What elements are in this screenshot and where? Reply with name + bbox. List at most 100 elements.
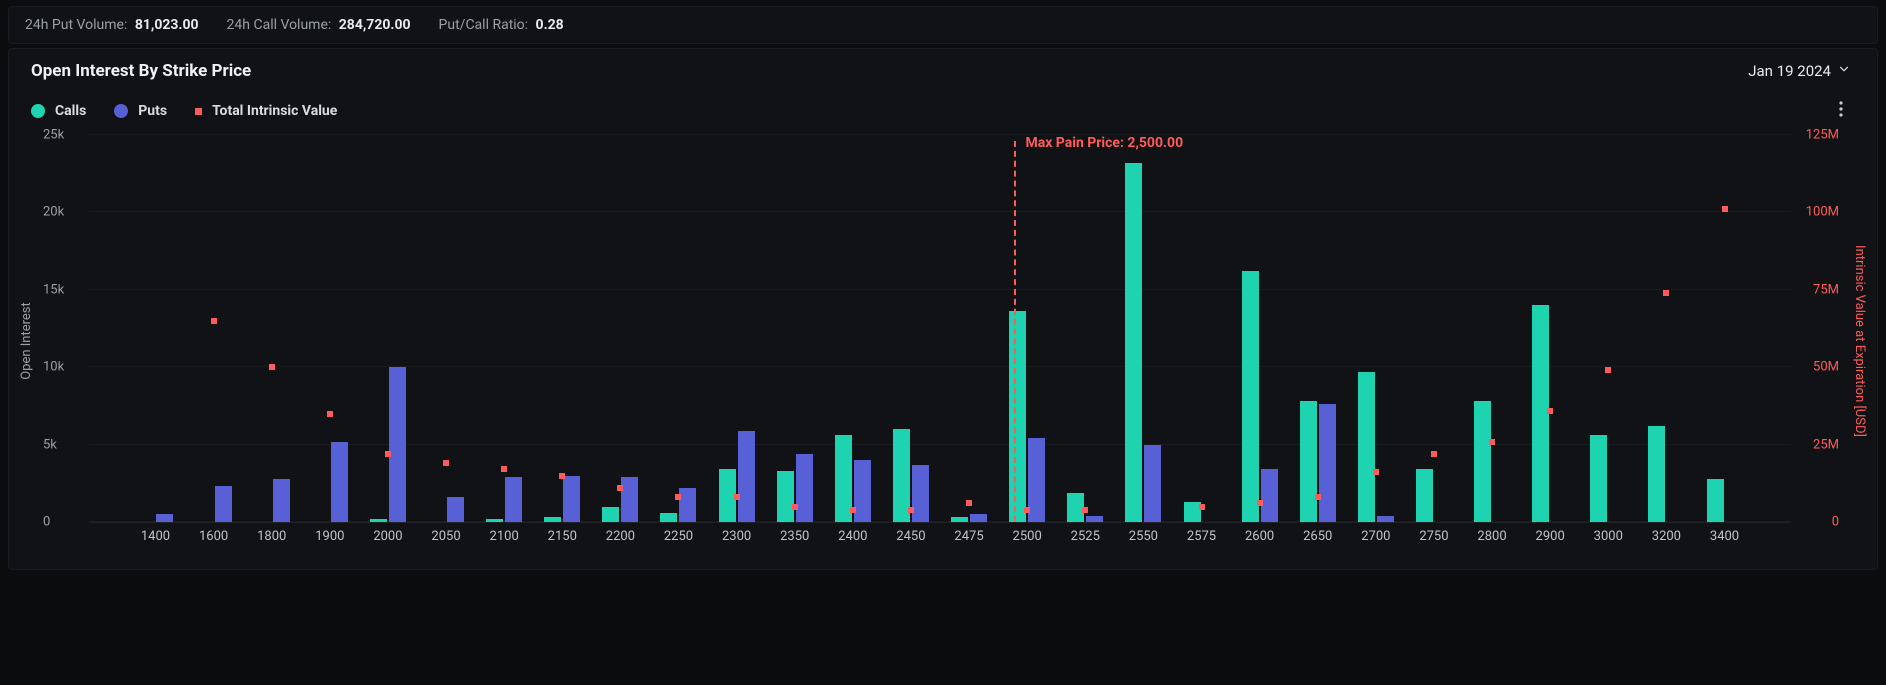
intrinsic-point[interactable]	[559, 473, 565, 479]
puts-bar[interactable]	[389, 367, 406, 522]
calls-bar[interactable]	[602, 507, 619, 522]
bar-group	[254, 479, 290, 522]
calls-bar[interactable]	[1707, 479, 1724, 522]
intrinsic-point[interactable]	[1257, 500, 1263, 506]
legend-intrinsic[interactable]: Total Intrinsic Value	[195, 103, 337, 119]
intrinsic-point[interactable]	[1024, 507, 1030, 513]
puts-bar[interactable]	[331, 442, 348, 522]
chart-menu-button[interactable]	[1831, 97, 1851, 125]
puts-bar[interactable]	[679, 488, 696, 522]
puts-bar[interactable]	[912, 465, 929, 522]
calls-bar[interactable]	[1474, 401, 1491, 522]
intrinsic-point[interactable]	[501, 466, 507, 472]
bar-group	[1707, 479, 1743, 522]
intrinsic-point[interactable]	[1547, 408, 1553, 414]
calls-bar[interactable]	[486, 519, 503, 522]
intrinsic-point[interactable]	[792, 504, 798, 510]
left-axis-tick: 5k	[43, 437, 57, 452]
right-axis-tick: 0	[1832, 515, 1839, 530]
intrinsic-point[interactable]	[1489, 439, 1495, 445]
puts-bar[interactable]	[1144, 445, 1161, 522]
intrinsic-point[interactable]	[734, 494, 740, 500]
legend-puts[interactable]: Puts	[114, 103, 167, 119]
put-volume-label: 24h Put Volume:	[25, 17, 127, 33]
left-axis-tick: 25k	[43, 128, 64, 143]
puts-bar[interactable]	[738, 431, 755, 522]
bar-group	[370, 367, 406, 522]
calls-bar[interactable]	[951, 517, 968, 522]
x-axis-tick: 2350	[780, 529, 809, 544]
right-axis-tick: 125M	[1806, 128, 1839, 143]
puts-bar[interactable]	[156, 514, 173, 522]
call-volume-stat: 24h Call Volume: 284,720.00	[227, 17, 411, 33]
puts-bar[interactable]	[1319, 404, 1336, 522]
panel-title: Open Interest By Strike Price	[31, 61, 251, 81]
calls-bar[interactable]	[1125, 163, 1142, 522]
calls-bar[interactable]	[1009, 311, 1026, 522]
right-axis-tick: 50M	[1813, 360, 1839, 375]
intrinsic-point[interactable]	[1663, 290, 1669, 296]
x-axis-tick: 2475	[954, 529, 983, 544]
max-pain-label: Max Pain Price: 2,500.00	[1025, 135, 1183, 151]
intrinsic-point[interactable]	[675, 494, 681, 500]
puts-bar[interactable]	[563, 476, 580, 522]
intrinsic-point[interactable]	[211, 318, 217, 324]
plot-region: 05k10k15k20k25k025M50M75M100M125M1400160…	[89, 135, 1791, 523]
intrinsic-point[interactable]	[966, 500, 972, 506]
calls-bar[interactable]	[544, 517, 561, 522]
puts-bar[interactable]	[1261, 469, 1278, 522]
bar-group	[1125, 163, 1161, 522]
x-axis-tick: 2600	[1245, 529, 1274, 544]
x-axis-tick: 2650	[1303, 529, 1332, 544]
bar-group	[1416, 469, 1452, 522]
intrinsic-point[interactable]	[269, 364, 275, 370]
calls-bar[interactable]	[1416, 469, 1433, 522]
intrinsic-point[interactable]	[443, 460, 449, 466]
x-axis-tick: 2900	[1536, 529, 1565, 544]
calls-bar[interactable]	[1300, 401, 1317, 522]
calls-bar[interactable]	[370, 519, 387, 522]
x-axis-tick: 1600	[199, 529, 228, 544]
puts-bar[interactable]	[1377, 516, 1394, 522]
puts-bar[interactable]	[447, 497, 464, 522]
intrinsic-point[interactable]	[1082, 507, 1088, 513]
puts-bar[interactable]	[970, 514, 987, 522]
calls-bar[interactable]	[1532, 305, 1549, 522]
puts-bar[interactable]	[273, 479, 290, 522]
calls-bar[interactable]	[1590, 435, 1607, 522]
intrinsic-point[interactable]	[1722, 206, 1728, 212]
intrinsic-point[interactable]	[1373, 469, 1379, 475]
calls-bar[interactable]	[1358, 372, 1375, 522]
right-axis-tick: 100M	[1806, 205, 1839, 220]
bar-group	[1358, 372, 1394, 522]
intrinsic-point[interactable]	[327, 411, 333, 417]
puts-bar[interactable]	[215, 486, 232, 522]
intrinsic-point[interactable]	[617, 485, 623, 491]
bar-group	[312, 442, 348, 522]
intrinsic-point[interactable]	[1315, 494, 1321, 500]
calls-bar[interactable]	[777, 471, 794, 522]
bar-group	[1648, 426, 1684, 522]
intrinsic-point[interactable]	[385, 451, 391, 457]
bar-group	[196, 486, 232, 522]
puts-bar[interactable]	[1028, 438, 1045, 522]
legend-calls[interactable]: Calls	[31, 103, 86, 119]
puts-bar[interactable]	[1086, 516, 1103, 522]
puts-bar[interactable]	[796, 454, 813, 522]
legend-intrinsic-label: Total Intrinsic Value	[212, 103, 337, 119]
bar-group	[1590, 435, 1626, 522]
intrinsic-point[interactable]	[1605, 367, 1611, 373]
intrinsic-point[interactable]	[850, 507, 856, 513]
puts-bar[interactable]	[854, 460, 871, 522]
open-interest-panel: Open Interest By Strike Price Jan 19 202…	[8, 48, 1878, 570]
calls-bar[interactable]	[1648, 426, 1665, 522]
expiry-date-select[interactable]: Jan 19 2024	[1748, 62, 1851, 80]
intrinsic-point[interactable]	[908, 507, 914, 513]
bar-group	[544, 476, 580, 522]
puts-bar[interactable]	[621, 477, 638, 522]
intrinsic-point[interactable]	[1199, 504, 1205, 510]
intrinsic-point[interactable]	[1431, 451, 1437, 457]
calls-bar[interactable]	[1242, 271, 1259, 522]
calls-bar[interactable]	[660, 513, 677, 522]
puts-bar[interactable]	[505, 477, 522, 522]
